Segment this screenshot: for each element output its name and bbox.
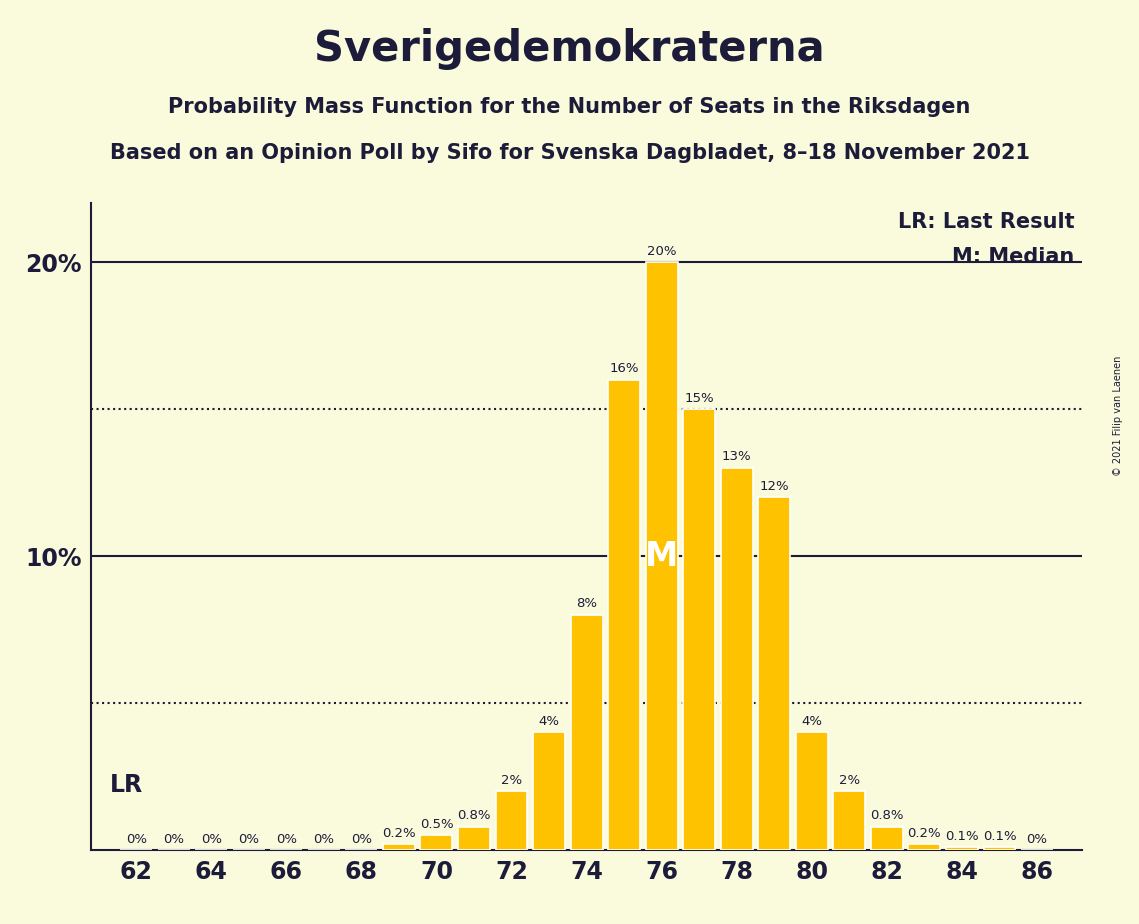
Bar <box>947 847 978 850</box>
Bar <box>796 733 828 850</box>
Text: 0.8%: 0.8% <box>457 809 491 822</box>
Text: LR: LR <box>109 773 144 797</box>
Text: 12%: 12% <box>760 480 789 492</box>
Text: LR: Last Result: LR: Last Result <box>898 213 1074 232</box>
Text: M: M <box>645 540 679 573</box>
Text: 0.1%: 0.1% <box>945 830 978 843</box>
Bar <box>721 468 753 850</box>
Bar <box>458 827 490 850</box>
Text: M: Median: M: Median <box>952 248 1074 267</box>
Text: 20%: 20% <box>647 245 677 258</box>
Text: 13%: 13% <box>722 451 752 464</box>
Text: Based on an Opinion Poll by Sifo for Svenska Dagbladet, 8–18 November 2021: Based on an Opinion Poll by Sifo for Sve… <box>109 143 1030 164</box>
Text: 0%: 0% <box>313 833 335 845</box>
Bar <box>909 845 941 850</box>
Bar <box>495 791 527 850</box>
Text: 0%: 0% <box>163 833 185 845</box>
Text: 16%: 16% <box>609 362 639 375</box>
Text: 0.8%: 0.8% <box>870 809 903 822</box>
Text: 0%: 0% <box>238 833 260 845</box>
Bar <box>571 614 603 850</box>
Text: 0%: 0% <box>1026 833 1048 845</box>
Text: 4%: 4% <box>802 715 822 728</box>
Text: 0.2%: 0.2% <box>382 827 416 840</box>
Text: 0.1%: 0.1% <box>983 830 1016 843</box>
Text: 0%: 0% <box>276 833 297 845</box>
Text: 2%: 2% <box>838 774 860 787</box>
Bar <box>983 847 1016 850</box>
Text: 8%: 8% <box>576 598 597 611</box>
Bar <box>759 497 790 850</box>
Bar <box>646 262 678 850</box>
Bar <box>420 835 452 850</box>
Text: 2%: 2% <box>501 774 522 787</box>
Bar <box>383 845 415 850</box>
Bar <box>834 791 866 850</box>
Text: 0%: 0% <box>200 833 222 845</box>
Bar <box>871 827 903 850</box>
Text: 0.2%: 0.2% <box>908 827 941 840</box>
Text: 0%: 0% <box>125 833 147 845</box>
Bar <box>608 380 640 850</box>
Text: 0%: 0% <box>351 833 371 845</box>
Text: 4%: 4% <box>539 715 559 728</box>
Text: 0.5%: 0.5% <box>419 818 453 831</box>
Text: Sverigedemokraterna: Sverigedemokraterna <box>314 28 825 69</box>
Bar <box>533 733 565 850</box>
Text: © 2021 Filip van Laenen: © 2021 Filip van Laenen <box>1114 356 1123 476</box>
Bar <box>683 409 715 850</box>
Text: 15%: 15% <box>685 392 714 405</box>
Text: Probability Mass Function for the Number of Seats in the Riksdagen: Probability Mass Function for the Number… <box>169 97 970 117</box>
